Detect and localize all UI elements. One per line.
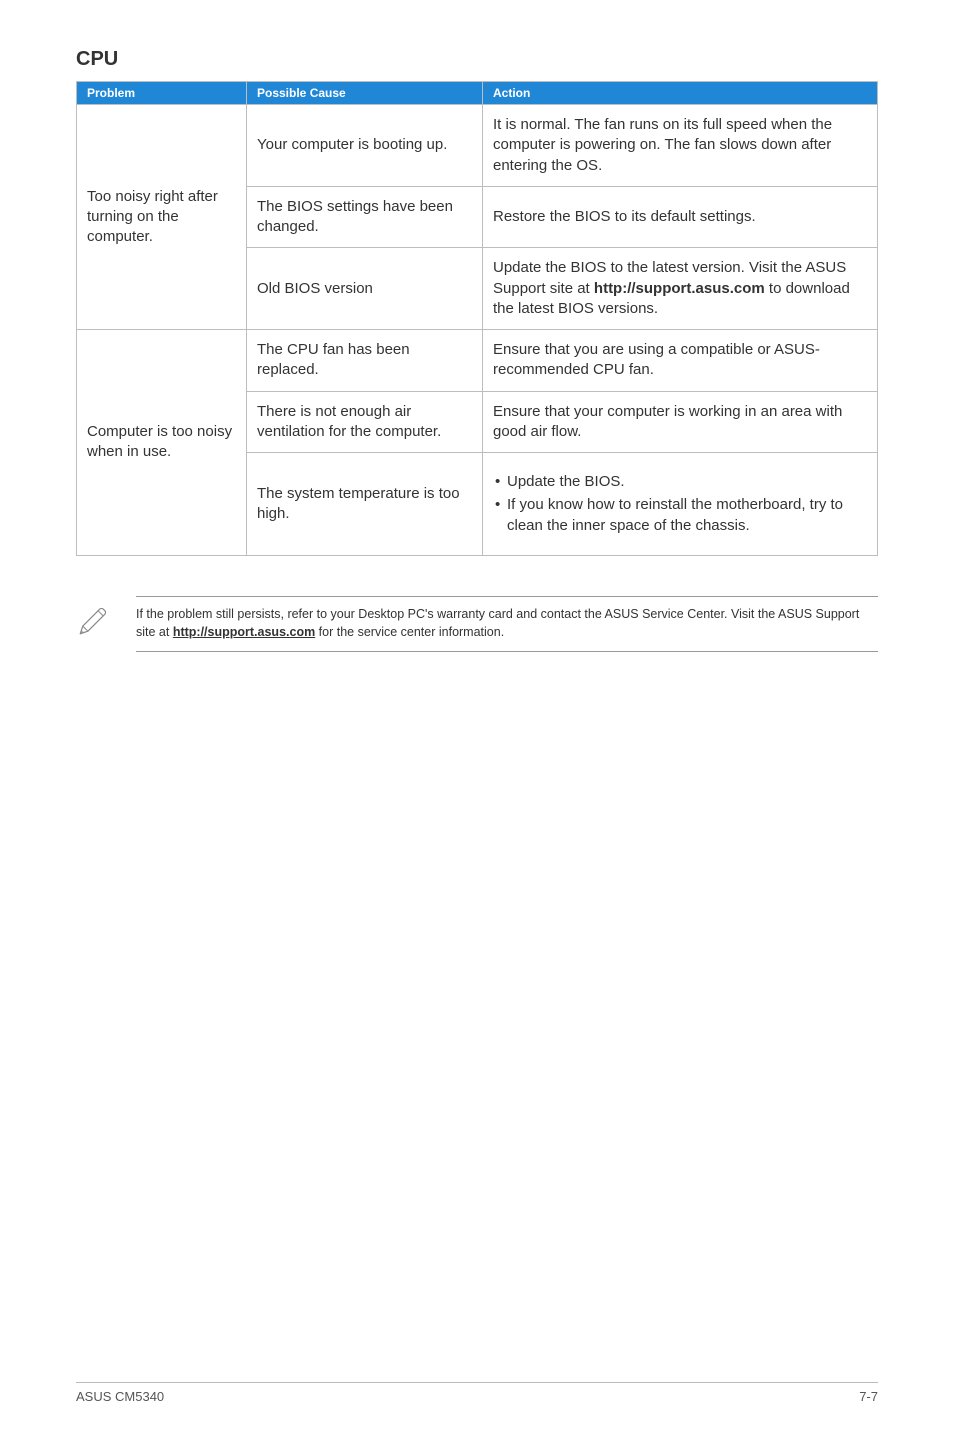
troubleshoot-table: Problem Possible Cause Action Too noisy … [76,81,878,556]
note-link: http://support.asus.com [173,625,315,639]
note-text: If the problem still persists, refer to … [136,596,878,652]
cell-action: Restore the BIOS to its default settings… [483,186,878,248]
cell-cause: The CPU fan has been replaced. [247,330,483,392]
col-header-problem: Problem [77,82,247,105]
cell-action: Ensure that you are using a compatible o… [483,330,878,392]
action-bullet-list: Update the BIOS. If you know how to rein… [493,472,867,536]
footer-left: ASUS CM5340 [76,1389,164,1404]
cell-cause: There is not enough air ventilation for … [247,391,483,453]
cell-action: Ensure that your computer is working in … [483,391,878,453]
section-title: CPU [76,48,878,71]
cell-problem: Computer is too noisy when in use. [77,330,247,556]
footer-right: 7-7 [859,1389,878,1404]
cell-action: Update the BIOS. If you know how to rein… [483,453,878,556]
cell-cause: Old BIOS version [247,248,483,330]
action-bullet: If you know how to reinstall the motherb… [495,495,867,536]
action-bullet: Update the BIOS. [495,472,867,492]
cell-cause: The BIOS settings have been changed. [247,186,483,248]
col-header-action: Action [483,82,878,105]
cell-action: It is normal. The fan runs on its full s… [483,105,878,187]
cell-cause: The system temperature is too high. [247,453,483,556]
col-header-cause: Possible Cause [247,82,483,105]
table-row: Computer is too noisy when in use. The C… [77,330,878,392]
note-block: If the problem still persists, refer to … [76,596,878,652]
pencil-icon [76,596,136,643]
action-part-bold: http://support.asus.com [594,280,765,297]
cell-cause: Your computer is booting up. [247,105,483,187]
cell-action: Update the BIOS to the latest version. V… [483,248,878,330]
page-footer: ASUS CM5340 7-7 [76,1382,878,1404]
note-suffix: for the service center information. [315,625,504,639]
table-row: Too noisy right after turning on the com… [77,105,878,187]
cell-problem: Too noisy right after turning on the com… [77,105,247,330]
